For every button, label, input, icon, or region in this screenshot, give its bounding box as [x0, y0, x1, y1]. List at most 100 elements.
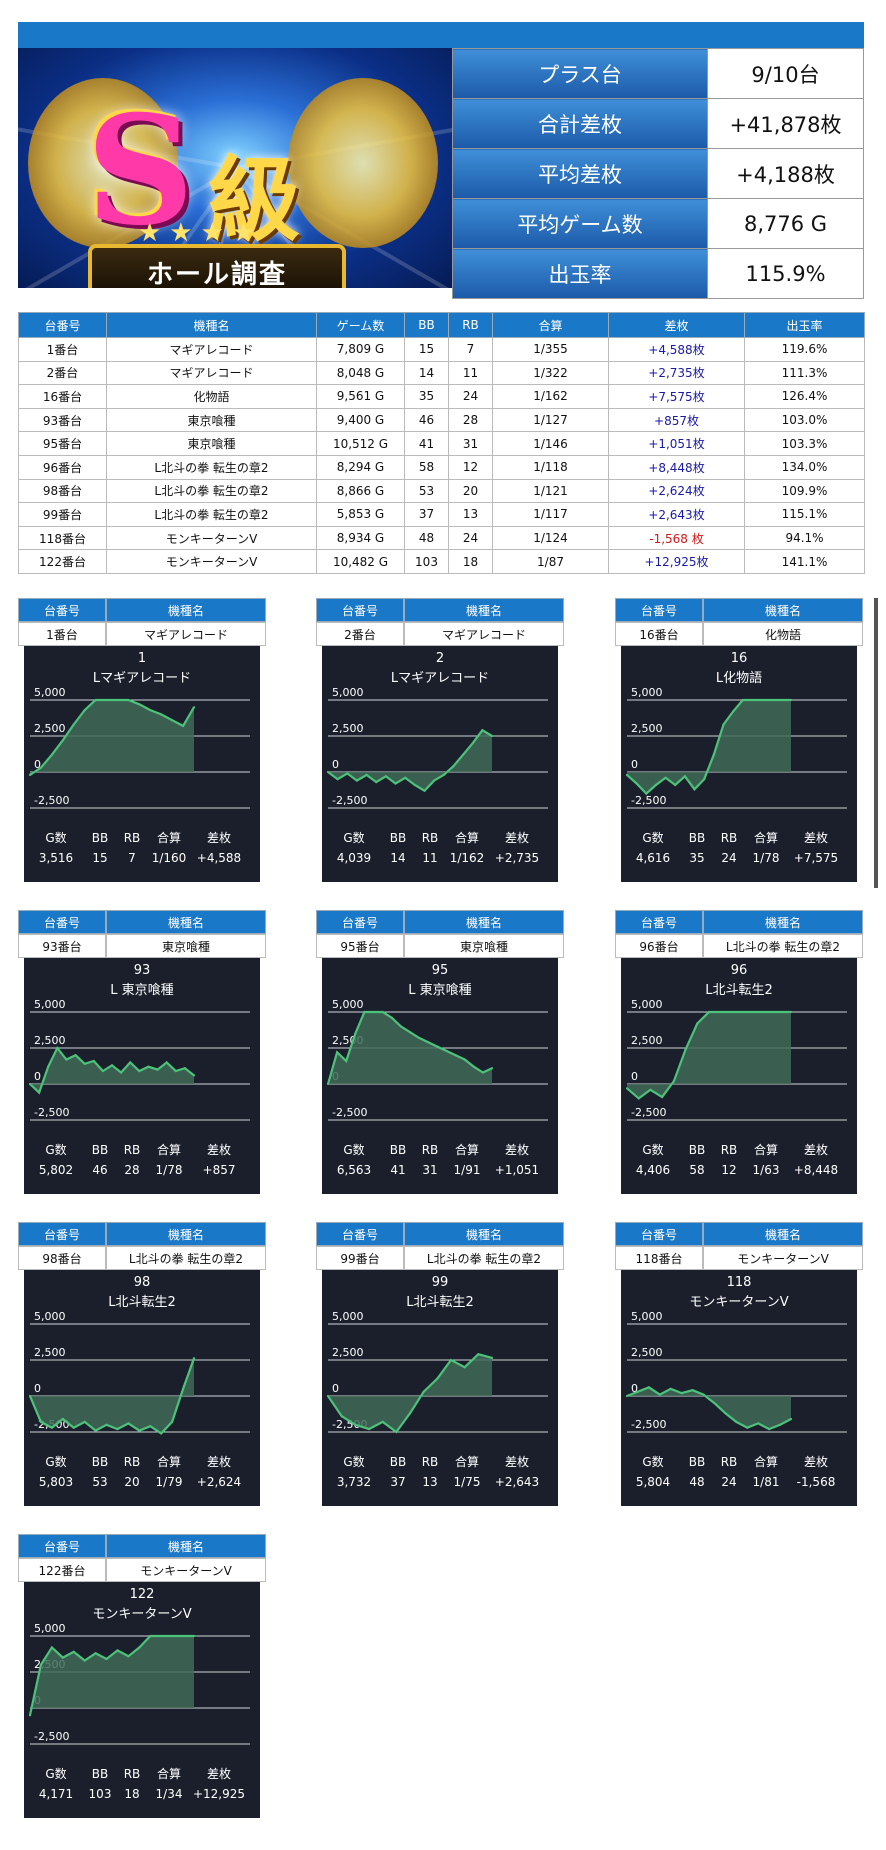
slump-chart: 93 L 東京喰種 5,000 2,500 0 -2,500 G数 5,802 BB 46 RB 28…: [24, 958, 260, 1194]
data-point: [149, 1425, 152, 1428]
stat-value: +8,448: [794, 1163, 838, 1177]
y-tick-label: 2,500: [34, 1034, 66, 1047]
table-cell: 98番台: [18, 478, 107, 504]
data-point: [433, 779, 436, 782]
machine-card: 台番号 機種名 16番台 化物語 16 L化物語 5,000 2,500 0 -2,500 G数 4,…: [615, 598, 863, 888]
table-cell: 118番台: [18, 525, 107, 551]
table-cell: 95番台: [18, 431, 107, 456]
table-cell: 18: [448, 549, 493, 574]
data-point: [754, 1010, 757, 1014]
table-row: 95番台 東京喰種 10,512 G 41 31 1/146 +1,051枚 103.3%: [18, 431, 865, 456]
data-point: [664, 776, 667, 779]
chart-title: 93: [134, 963, 151, 978]
data-point: [129, 1061, 132, 1064]
stat-value: +4,588: [197, 851, 241, 865]
data-point: [336, 778, 339, 781]
card-info-row: 118番台 モンキーターンV: [615, 1246, 863, 1270]
data-point: [702, 1393, 705, 1396]
data-point: [101, 1069, 104, 1073]
stat-label: G数: [343, 1454, 364, 1469]
y-tick-label: 5,000: [631, 998, 663, 1011]
data-point: [789, 1010, 793, 1014]
data-point: [92, 1059, 95, 1063]
y-tick-label: 0: [631, 758, 638, 771]
table-cell: 1/322: [492, 360, 609, 386]
data-point: [636, 1390, 639, 1393]
series-area: [627, 1387, 791, 1430]
summary-label: 平均差枚: [452, 148, 708, 199]
data-point: [174, 1069, 177, 1073]
data-point: [422, 1390, 425, 1393]
y-tick-label: 5,000: [631, 686, 663, 699]
column-header: 合算: [492, 312, 609, 338]
data-point: [384, 775, 387, 778]
card-machine-number: 118番台: [615, 1246, 703, 1270]
data-point: [761, 698, 764, 702]
y-tick-label: -2,500: [332, 794, 367, 807]
machine-card: 台番号機種名122番台モンキーターンV122モンキーターンV5,0002,500…: [18, 1534, 266, 1824]
data-point: [375, 781, 378, 784]
card-header-num: 台番号: [18, 1222, 106, 1246]
stat-value: 53: [92, 1475, 107, 1489]
card-machine-name: 東京喰種: [106, 934, 266, 958]
table-cell: モンキーターンV: [106, 525, 317, 551]
series-line: [28, 1357, 196, 1435]
table-cell: 28: [448, 407, 493, 433]
table-cell: 1/117: [492, 502, 609, 527]
card-info-row: 98番台 L北斗の拳 転生の章2: [18, 1246, 266, 1270]
chart-title: 2: [436, 651, 444, 666]
chart-title: 95: [432, 963, 449, 978]
stat-value: 1/34: [156, 1787, 183, 1801]
data-point: [372, 1010, 375, 1014]
slump-chart: 118 モンキーターンV 5,000 2,500 0 -2,500 G数 5,804 BB 48 R…: [621, 1270, 857, 1506]
machine-card: 台番号 機種名 99番台 L北斗の拳 転生の章2 99 L北斗転生2 5,000 2,500 0…: [316, 1222, 564, 1512]
y-tick-label: 2,500: [332, 1346, 364, 1359]
chart-subtitle: L化物語: [716, 670, 762, 686]
table-cell: 41: [404, 431, 449, 456]
chart-title: 99: [432, 1275, 449, 1290]
table-cell: 103: [404, 549, 449, 574]
data-point: [442, 773, 445, 776]
series-area: [30, 1358, 194, 1434]
data-point: [39, 1420, 42, 1423]
stat-value: +2,624: [197, 1475, 241, 1489]
y-tick-label: 5,000: [631, 1310, 663, 1323]
data-point: [326, 1394, 330, 1398]
data-point: [724, 1412, 727, 1415]
y-tick-label: -2,500: [34, 794, 69, 807]
data-point: [452, 765, 455, 768]
table-row: 16番台 化物語 9,561 G 35 24 1/162 +7,575枚 126.4%: [18, 384, 865, 409]
data-point: [423, 789, 426, 792]
y-tick-label: 2,500: [631, 1034, 663, 1047]
stat-value: -1,568: [797, 1475, 836, 1489]
data-point: [381, 1420, 384, 1423]
slump-chart: 2 Lマギアレコード 5,000 2,500 0 -2,500 G数 4,039 BB 14 RB 1…: [322, 646, 558, 882]
stat-label: G数: [343, 830, 364, 845]
card-header: 台番号 機種名: [18, 1534, 266, 1558]
stat-label: G数: [642, 1454, 663, 1469]
left-wing-icon: [28, 78, 178, 248]
data-point: [779, 1423, 782, 1426]
card-machine-name: 化物語: [703, 622, 863, 646]
stat-label: 合算: [157, 830, 181, 845]
data-point: [789, 1417, 793, 1421]
table-cell: 16番台: [18, 384, 107, 409]
table-row: 118番台 モンキーターンV 8,934 G 48 24 1/124 -1,568 枚 94.…: [18, 525, 865, 551]
data-point: [735, 1420, 738, 1423]
stat-value: 37: [390, 1475, 405, 1489]
stat-label: BB: [689, 831, 705, 845]
table-cell: 46: [404, 407, 449, 433]
data-point: [669, 1387, 672, 1390]
data-point: [28, 773, 32, 776]
star-icons: ★★★★: [138, 218, 264, 248]
data-point: [462, 753, 465, 756]
card-machine-name: マギアレコード: [106, 622, 266, 646]
data-point: [436, 1045, 439, 1048]
banner-ribbon: ホール調査: [88, 244, 346, 288]
stat-value: 3,732: [337, 1475, 371, 1489]
data-point: [691, 1389, 694, 1392]
series-line: [626, 1386, 792, 1431]
data-point: [182, 1634, 185, 1638]
summary-label: 出玉率: [452, 248, 708, 299]
y-tick-label: 5,000: [34, 998, 66, 1011]
